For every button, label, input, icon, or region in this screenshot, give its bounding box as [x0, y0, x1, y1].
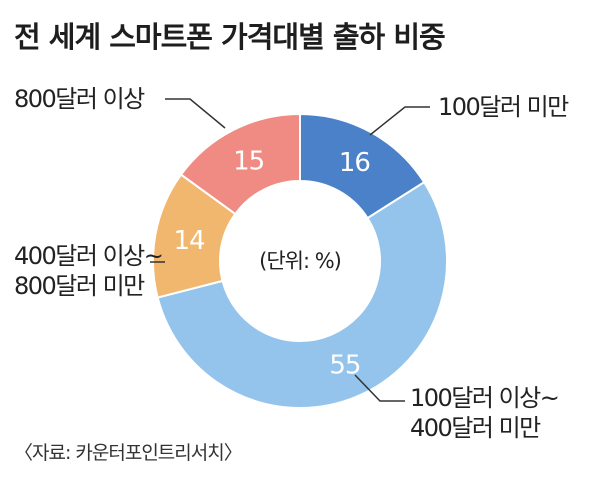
legend-label-line: 100달러 이상~ [410, 384, 560, 412]
legend-label-100-400: 100달러 이상~ 400달러 미만 [410, 383, 560, 443]
legend-label-400-800: 400달러 이상~ 800달러 미만 [14, 241, 164, 301]
slice-value-label: 55 [329, 351, 360, 381]
slice-value-label: 15 [233, 146, 264, 176]
legend-label-line: 400달러 이상~ [14, 242, 164, 270]
legend-label-line: 800달러 이상 [14, 85, 145, 113]
legend-label-over-800: 800달러 이상 [14, 84, 145, 114]
legend-label-under-100: 100달러 미만 [438, 92, 569, 122]
donut-slice [179, 112, 301, 216]
source-note: 〈자료: 카운터포인트리서치〉 [14, 442, 243, 464]
leader-line [369, 106, 430, 136]
center-unit-label: (단위: %) [259, 249, 341, 273]
donut-slice [156, 180, 448, 409]
chart-title: 전 세계 스마트폰 가격대별 출하 비중 [14, 20, 446, 54]
leader-line [354, 374, 405, 402]
legend-label-line: 800달러 미만 [14, 272, 145, 300]
legend-label-line: 400달러 미만 [410, 414, 541, 442]
slice-value-label: 16 [339, 148, 370, 178]
legend-label-line: 100달러 미만 [438, 93, 569, 121]
leader-line [165, 98, 226, 129]
slice-value-label: 14 [173, 226, 205, 256]
